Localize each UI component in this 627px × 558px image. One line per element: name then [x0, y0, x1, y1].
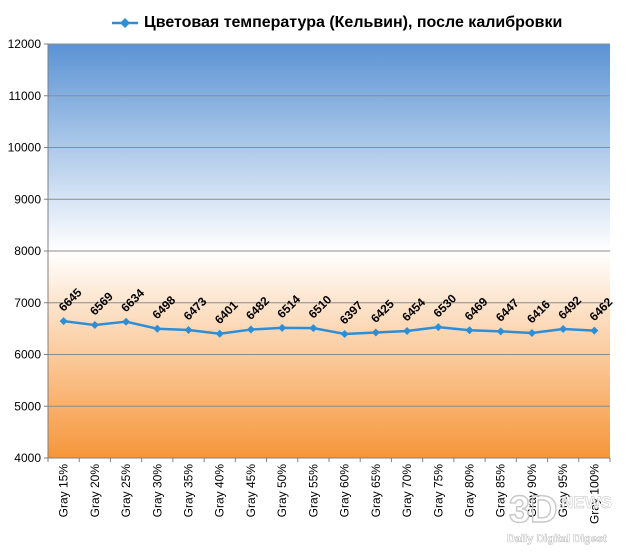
- legend-series-marker: [112, 18, 138, 28]
- data-point-marker: [465, 326, 474, 335]
- series-line: [59, 317, 599, 338]
- data-point-marker: [122, 317, 131, 326]
- x-tick-label: Gray 85%: [494, 464, 508, 518]
- chart-legend: Цветовая температура (Кельвин), после ка…: [112, 12, 562, 34]
- y-tick-label: 11000: [9, 89, 42, 103]
- x-tick-label: Gray 70%: [400, 464, 414, 518]
- x-tick-label: Gray 75%: [431, 464, 445, 518]
- x-tick-label: Gray 25%: [119, 464, 133, 518]
- x-tick-label: Gray 20%: [88, 464, 102, 518]
- x-tick-label: Gray 80%: [463, 464, 477, 518]
- x-tick-label: Gray 90%: [525, 464, 539, 518]
- watermark-3d-mark: 3D: [509, 489, 558, 531]
- x-tick-label: Gray 45%: [244, 464, 258, 518]
- x-tick-label: Gray 50%: [275, 464, 289, 518]
- y-axis-tick-labels: 4000 5000 6000 7000 8000 9000 10000 11000 12000: [8, 37, 48, 465]
- watermark-tagline: Daily Digital Digest: [507, 533, 607, 545]
- data-point-marker: [340, 329, 349, 338]
- y-tick-label: 5000: [14, 399, 41, 413]
- watermark-logo: 3D NEWS Daily Digital Digest: [503, 482, 621, 552]
- data-point-marker: [403, 327, 412, 336]
- y-tick-label: 6000: [14, 348, 41, 362]
- y-tick-label: 4000: [14, 451, 41, 465]
- y-tick-label: 7000: [14, 296, 41, 310]
- x-tick-label: Gray 15%: [57, 464, 71, 518]
- data-point-marker: [559, 325, 568, 334]
- legend-series-label: Цветовая температура (Кельвин), после ка…: [144, 14, 563, 31]
- watermark-brand: NEWS: [561, 493, 612, 512]
- data-point-marker: [215, 329, 224, 338]
- series-polyline: [63, 319, 595, 336]
- y-tick-label: 9000: [14, 192, 41, 206]
- data-point-marker: [184, 326, 193, 335]
- x-tick-label: Gray 55%: [306, 464, 320, 518]
- x-tick-label: Gray 30%: [150, 464, 164, 518]
- y-tick-label: 12000: [8, 37, 42, 51]
- x-tick-label: Gray 100%: [587, 464, 601, 524]
- data-point-marker: [496, 327, 505, 336]
- x-tick-label: Gray 65%: [369, 464, 383, 518]
- gridlines: [48, 43, 610, 407]
- x-tick-label: Gray 95%: [556, 464, 570, 518]
- y-tick-label: 10000: [8, 141, 42, 155]
- data-point-marker: [590, 326, 599, 335]
- data-point-marker: [153, 324, 162, 333]
- data-point-marker: [371, 328, 380, 337]
- data-point-marker: [90, 321, 99, 330]
- data-point-marker: [527, 328, 536, 337]
- x-tick-label: Gray 60%: [338, 464, 352, 518]
- data-point-marker: [309, 324, 318, 333]
- x-axis-tick-labels: Gray 15% Gray 20% Gray 25% Gray 30% Gray 35%…: [47, 458, 611, 524]
- x-tick-label: Gray 35%: [182, 464, 196, 518]
- y-tick-label: 8000: [14, 244, 41, 258]
- data-point-marker: [246, 325, 255, 334]
- x-tick-label: Gray 40%: [213, 464, 227, 518]
- data-point-marker: [434, 323, 443, 332]
- data-point-marker: [59, 317, 68, 326]
- data-point-marker: [278, 323, 287, 332]
